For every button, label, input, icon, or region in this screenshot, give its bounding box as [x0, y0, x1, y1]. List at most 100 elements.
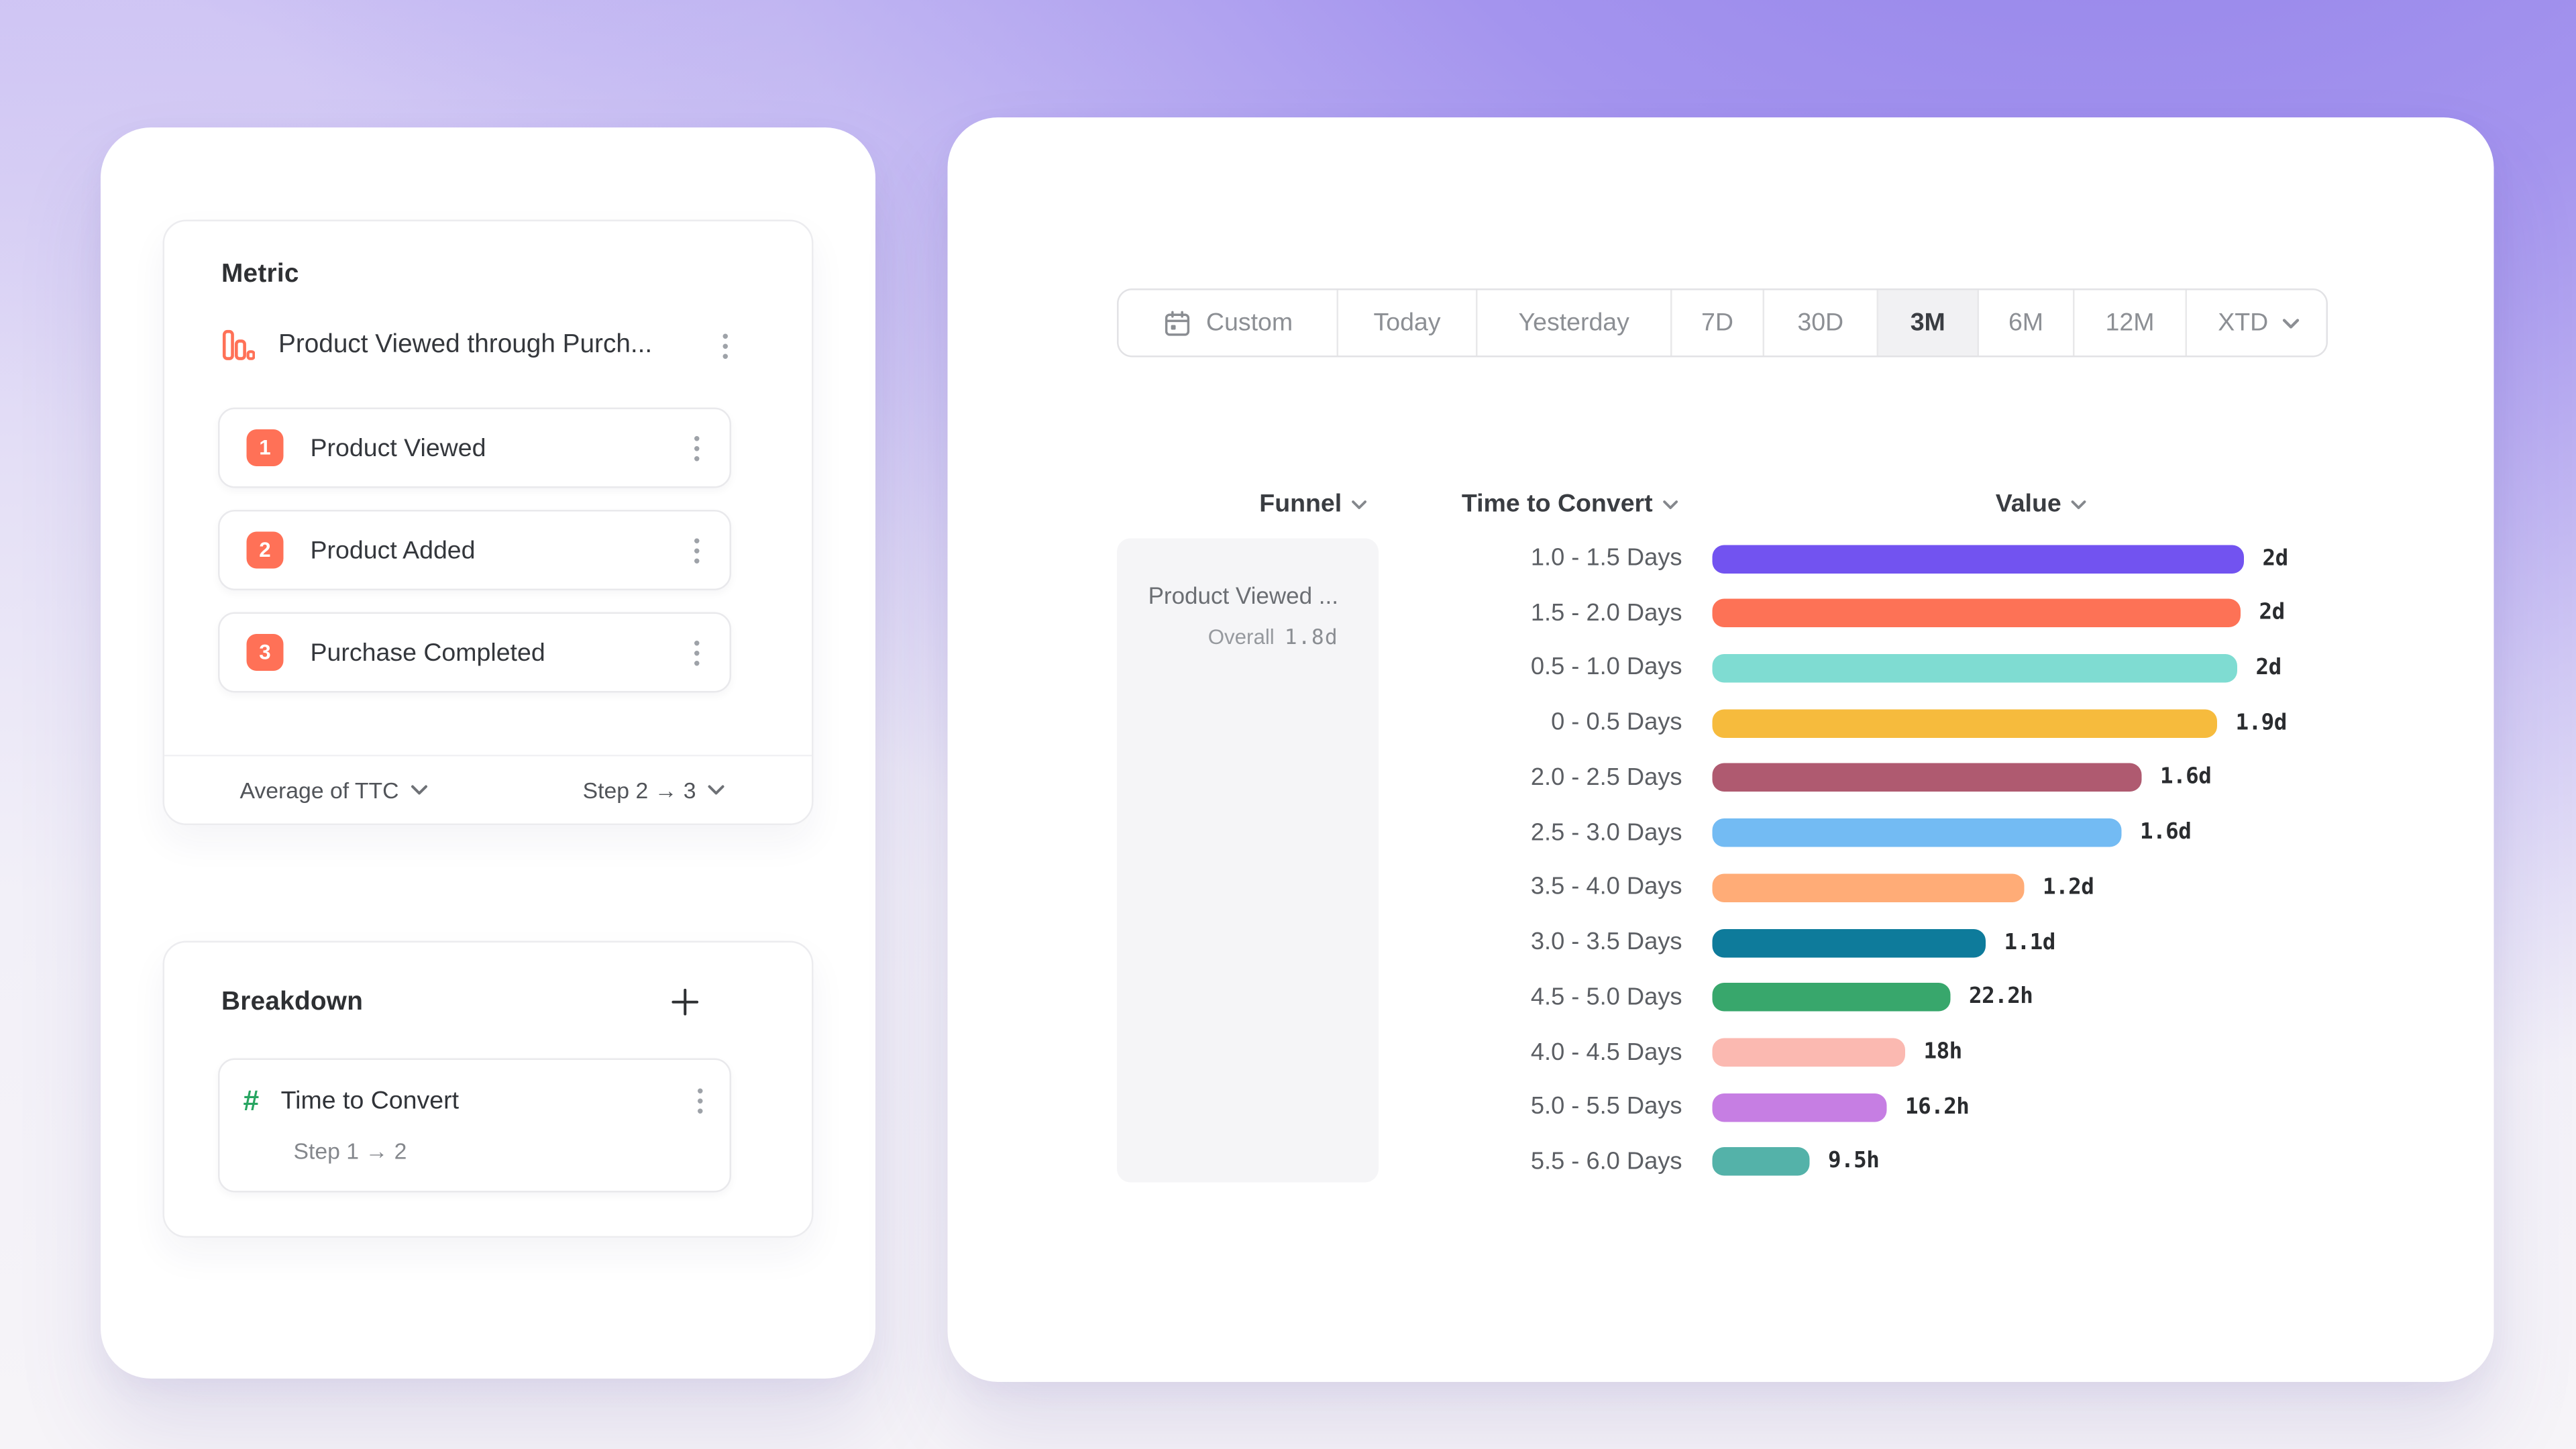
value-bar[interactable] [1712, 1147, 1810, 1177]
date-range-xtd[interactable]: XTD [2187, 290, 2326, 356]
value-bar[interactable] [1712, 818, 2122, 847]
add-breakdown-button[interactable] [666, 983, 705, 1022]
value-label: 9.5h [1828, 1149, 1880, 1175]
chart-row: 0.5 - 1.0 Days 2d [1347, 646, 2282, 690]
value-bar[interactable] [1712, 544, 2244, 573]
aggregation-dropdown[interactable]: Average of TTC [239, 777, 427, 803]
chart-row: 3.5 - 4.0 Days 1.2d [1347, 866, 2094, 910]
value-label: 1.1d [2004, 930, 2056, 955]
metric-footer: Average of TTC Step 2 → 3 [198, 757, 778, 824]
chevron-down-icon [2282, 318, 2298, 328]
value-label: 1.9d [2235, 710, 2288, 736]
date-range-3m[interactable]: 3M [1878, 290, 1979, 356]
breakdown-item-steps: Step 1 → 2 [293, 1138, 407, 1165]
value-bar[interactable] [1712, 928, 1986, 957]
date-range-7d[interactable]: 7D [1672, 290, 1764, 356]
bucket-label: 4.5 - 5.0 Days [1530, 983, 1682, 1011]
bucket-label: 4.0 - 4.5 Days [1530, 1038, 1682, 1066]
chart-row: 0 - 0.5 Days 1.9d [1347, 701, 2287, 745]
breakdown-item-label: Time to Convert [280, 1085, 460, 1115]
chevron-down-icon [411, 785, 427, 795]
value-bar[interactable] [1712, 1038, 1905, 1067]
date-range-12m[interactable]: 12M [2074, 290, 2187, 356]
bucket-label: 2.0 - 2.5 Days [1530, 764, 1682, 792]
bucket-label: 5.0 - 5.5 Days [1530, 1093, 1682, 1121]
breakdown-header: Breakdown [221, 983, 704, 1022]
chart-row: 5.0 - 5.5 Days 16.2h [1347, 1085, 1970, 1129]
date-range-yesterday[interactable]: Yesterday [1477, 290, 1672, 356]
chevron-down-icon [708, 785, 724, 795]
value-label: 2d [2262, 545, 2289, 572]
divider [164, 755, 812, 757]
column-header-funnel[interactable]: Funnel [1259, 490, 1367, 519]
date-range-label: Custom [1205, 309, 1293, 337]
funnel-steps-list: 1 Product Viewed 2 Product Added 3 Purch… [218, 407, 731, 693]
step-number-badge: 3 [246, 634, 284, 671]
metric-funnel-name: Product Viewed through Purch... [278, 330, 653, 360]
query-builder-card: Metric Product Viewed through Purch... 1… [101, 127, 875, 1379]
bucket-label: 2.5 - 3.0 Days [1530, 819, 1682, 847]
funnel-cell-name: Product Viewed ... [1148, 582, 1338, 609]
step-label: Product Viewed [310, 433, 486, 462]
bucket-label: 1.0 - 1.5 Days [1530, 545, 1682, 572]
aggregation-label: Average of TTC [239, 777, 399, 803]
value-bar[interactable] [1712, 1093, 1887, 1122]
kebab-menu-icon[interactable] [684, 429, 710, 468]
value-label: 1.2d [2043, 875, 2094, 900]
chart-row: 5.5 - 6.0 Days 9.5h [1347, 1140, 1880, 1184]
funnel-cell-overall: Overall 1.8d [1208, 624, 1338, 649]
value-bar[interactable] [1712, 653, 2237, 683]
chart-row: 4.5 - 5.0 Days 22.2h [1347, 975, 2033, 1019]
value-bar[interactable] [1712, 873, 2025, 902]
date-range-label: XTD [2218, 309, 2269, 337]
kebab-menu-icon[interactable] [684, 633, 710, 672]
step-range-dropdown[interactable]: Step 2 → 3 [582, 777, 724, 803]
report-card: Custom Today Yesterday [947, 117, 2494, 1382]
metric-title: Metric [221, 260, 299, 289]
value-label: 1.6d [2140, 820, 2192, 846]
funnel-step-row[interactable]: 1 Product Viewed [218, 407, 731, 488]
value-bar[interactable] [1712, 598, 2241, 628]
funnel-step-row[interactable]: 2 Product Added [218, 510, 731, 590]
funnel-chart-icon [221, 329, 256, 362]
hash-icon: # [243, 1084, 260, 1116]
date-range-label: 30D [1797, 309, 1844, 337]
kebab-menu-icon[interactable] [688, 1081, 713, 1120]
column-header-value[interactable]: Value [1996, 490, 2087, 519]
date-range-30d[interactable]: 30D [1764, 290, 1878, 356]
step-label: Product Added [310, 535, 476, 565]
metric-panel: Metric Product Viewed through Purch... 1… [162, 219, 814, 825]
date-range-label: 12M [2105, 309, 2155, 337]
kebab-menu-icon[interactable] [684, 531, 710, 570]
step-range-label: Step 2 → 3 [582, 777, 696, 803]
date-range-picker: Custom Today Yesterday [1117, 288, 2328, 358]
chart-row: 1.0 - 1.5 Days 2d [1347, 537, 2288, 580]
funnel-step-row[interactable]: 3 Purchase Completed [218, 612, 731, 693]
column-header-time-to-convert[interactable]: Time to Convert [1462, 490, 1678, 519]
date-range-6m[interactable]: 6M [1979, 290, 2075, 356]
funnel-row-cell[interactable]: Product Viewed ... Overall 1.8d [1117, 538, 1379, 1183]
bar-chart: 1.0 - 1.5 Days 2d 1.5 - 2.0 Days 2d 0.5 … [1347, 117, 2494, 1382]
date-range-today[interactable]: Today [1338, 290, 1478, 356]
bucket-label: 3.0 - 3.5 Days [1530, 929, 1682, 956]
bucket-label: 1.5 - 2.0 Days [1530, 600, 1682, 627]
breakdown-item[interactable]: # Time to Convert Step 1 → 2 [218, 1058, 731, 1193]
date-range-label: 6M [2008, 309, 2044, 337]
value-label: 2d [2255, 655, 2282, 681]
value-bar[interactable] [1712, 763, 2142, 792]
value-label: 16.2h [1905, 1094, 1970, 1120]
kebab-menu-icon[interactable] [713, 326, 739, 365]
metric-funnel-header[interactable]: Product Viewed through Purch... [221, 325, 738, 366]
value-label: 2d [2259, 600, 2286, 626]
date-range-label: Yesterday [1518, 309, 1629, 337]
value-bar[interactable] [1712, 983, 1951, 1012]
value-bar[interactable] [1712, 708, 2217, 738]
chart-row: 2.0 - 2.5 Days 1.6d [1347, 756, 2212, 800]
plus-icon [672, 988, 699, 1016]
chart-row: 4.0 - 4.5 Days 18h [1347, 1030, 1962, 1074]
chart-row: 3.0 - 3.5 Days 1.1d [1347, 921, 2055, 965]
date-range-custom[interactable]: Custom [1118, 290, 1338, 356]
step-label: Purchase Completed [310, 638, 545, 667]
date-range-label: 7D [1701, 309, 1733, 337]
